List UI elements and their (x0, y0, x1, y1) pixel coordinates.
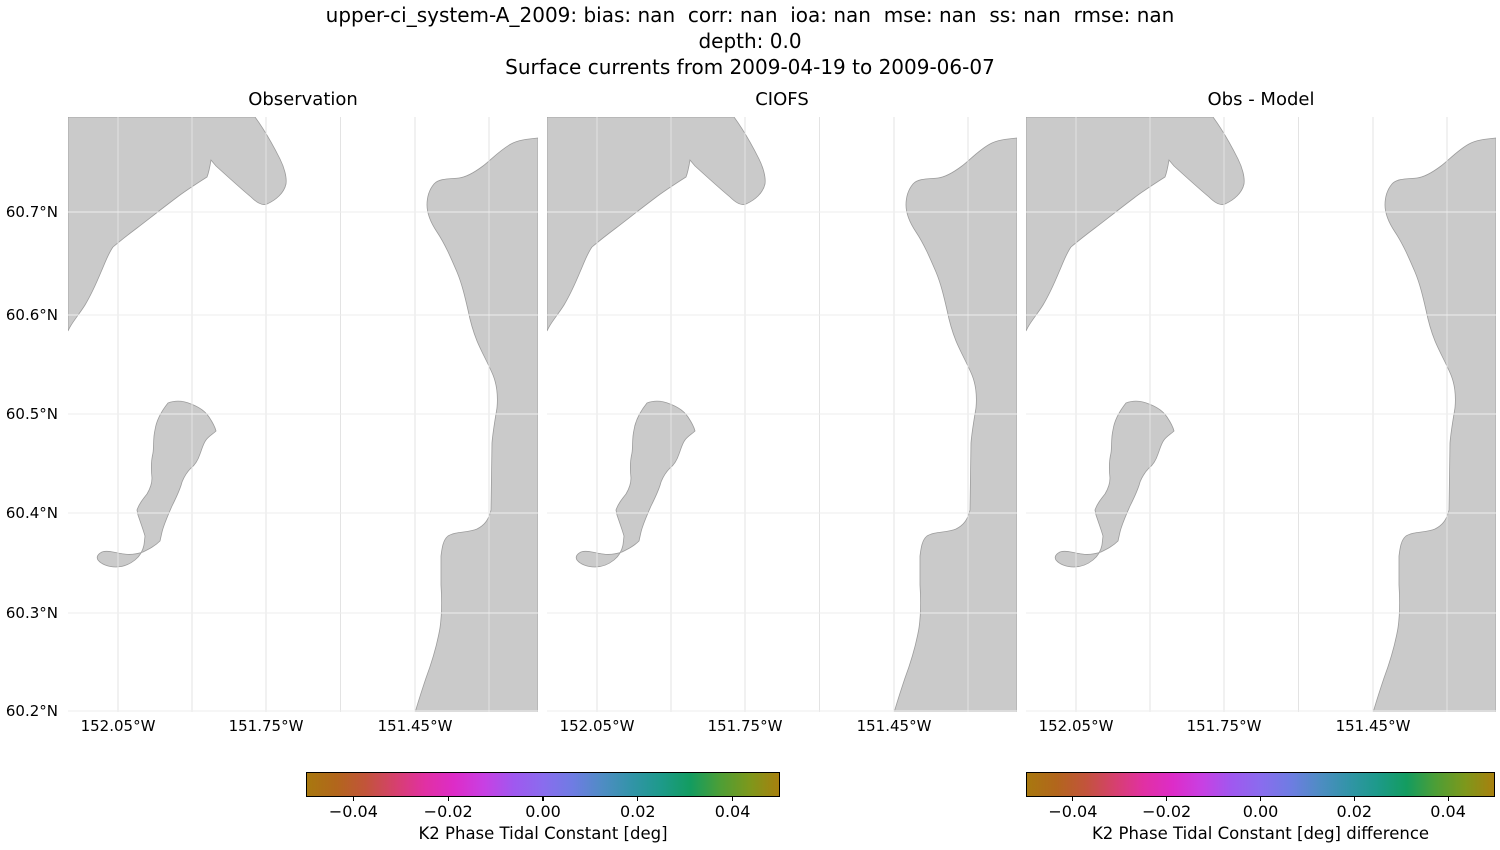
colorbar-tick-label: −0.04 (328, 802, 378, 821)
colorbar-tick-mark (637, 797, 639, 801)
lat-tick-label: 60.5°N (5, 405, 58, 423)
colorbar-tick-label: 0.02 (1336, 802, 1373, 821)
lat-tick-label: 60.7°N (5, 203, 58, 221)
figure-title-line1: upper-ci_system-A_2009: bias: nan corr: … (325, 3, 1175, 27)
panel-title-obs-model: Obs - Model (1207, 89, 1315, 110)
lat-tick-label: 60.2°N (5, 702, 58, 720)
colorbar-tick-mark (1353, 797, 1355, 801)
colorbar-tick-label: −0.02 (1142, 802, 1192, 821)
figure-title-line3: Surface currents from 2009-04-19 to 2009… (505, 55, 995, 79)
colorbar-tick-label: 0.00 (525, 802, 561, 821)
map-panel-ciofs (547, 117, 1017, 712)
colorbar-tick-label: 0.02 (619, 802, 656, 821)
map-panel-obs-model (1026, 117, 1496, 712)
figure-title-line2: depth: 0.0 (698, 29, 802, 53)
lon-tick-label: 152.05°W (559, 717, 635, 735)
lat-tick-label: 60.3°N (5, 604, 58, 622)
lon-tick-label: 151.75°W (1186, 717, 1262, 735)
colorbar-tick-label: 0.00 (1242, 802, 1279, 821)
colorbar-tick-label: 0.04 (714, 802, 751, 821)
map-observation (68, 117, 538, 712)
colorbar-tick-label: −0.04 (1048, 802, 1098, 821)
colorbar-tick-mark (1259, 797, 1262, 801)
map-panel-observation (68, 117, 538, 712)
colorbar-tick-mark (447, 797, 449, 801)
lon-tick-label: 151.45°W (1335, 717, 1411, 735)
colorbar-label: K2 Phase Tidal Constant [deg] (418, 824, 668, 843)
colorbar-k2-phase-difference (1026, 772, 1495, 797)
colorbar-tick-mark (1072, 797, 1074, 801)
colorbar-difference-label: K2 Phase Tidal Constant [deg] difference (1091, 824, 1430, 843)
lat-tick-label: 60.4°N (5, 504, 58, 522)
colorbar-tick-mark (542, 797, 544, 801)
colorbar-tick-label: 0.04 (1430, 802, 1466, 821)
lon-tick-label: 152.05°W (80, 717, 156, 735)
colorbar-tick-mark (1447, 797, 1449, 801)
lon-tick-label: 151.45°W (377, 717, 453, 735)
panel-title-ciofs: CIOFS (755, 89, 809, 110)
colorbar-tick-mark (732, 797, 734, 801)
lon-tick-label: 151.75°W (228, 717, 304, 735)
panel-title-observation: Observation (248, 89, 358, 110)
lon-tick-label: 151.75°W (707, 717, 783, 735)
colorbar-tick-mark (1166, 797, 1168, 801)
lat-tick-label: 60.6°N (5, 306, 58, 324)
lon-tick-label: 151.45°W (856, 717, 932, 735)
lon-tick-label: 152.05°W (1038, 717, 1114, 735)
colorbar-tick-mark (352, 797, 354, 801)
map-ciofs (547, 117, 1017, 712)
map-obs-model (1026, 117, 1496, 712)
colorbar-k2-phase (306, 772, 780, 797)
colorbar-tick-label: −0.02 (423, 802, 473, 821)
